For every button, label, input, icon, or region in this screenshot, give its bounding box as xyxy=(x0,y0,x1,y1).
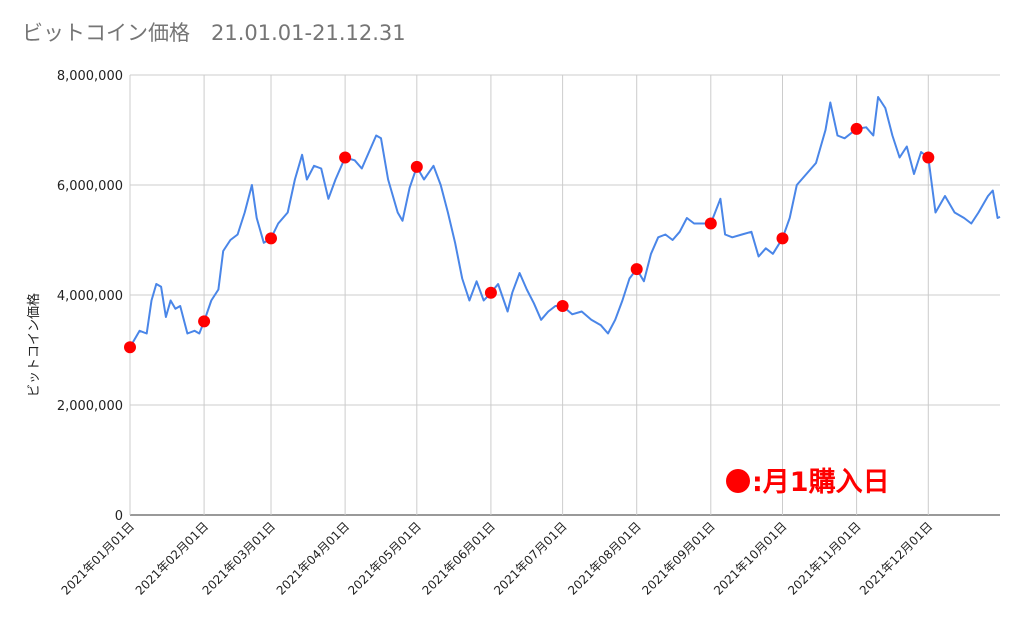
x-tick-label: 2021年09月01日 xyxy=(639,519,718,598)
y-tick-label: 8,000,000 xyxy=(57,69,123,84)
x-tick-label: 2021年11月01日 xyxy=(785,519,864,598)
y-axis-title: ビットコイン価格 xyxy=(26,293,42,397)
buy-point xyxy=(484,286,497,299)
buy-point xyxy=(410,160,423,173)
buy-point xyxy=(265,232,278,245)
x-tick-label: 2021年08月01日 xyxy=(565,519,644,598)
y-tick-label: 6,000,000 xyxy=(57,179,123,194)
x-tick-label: 2021年03月01日 xyxy=(200,519,279,598)
buy-point xyxy=(124,341,136,354)
x-tick-label: 2021年12月01日 xyxy=(857,519,936,598)
x-tick-label: 2021年04月01日 xyxy=(274,519,353,598)
buy-point xyxy=(556,300,569,312)
x-tick-label: 2021年05月01日 xyxy=(345,519,424,598)
buy-point xyxy=(704,217,717,230)
x-tick-label: 2021年06月01日 xyxy=(419,519,498,598)
y-tick-label: 0 xyxy=(115,509,123,524)
buy-point xyxy=(198,315,211,328)
buy-point xyxy=(850,122,863,135)
legend-marker xyxy=(726,469,750,493)
x-tick-label: 2021年01月01日 xyxy=(59,519,138,598)
legend-label: :月1購入日 xyxy=(752,467,890,498)
chart-title: ビットコイン価格 21.01.01-21.12.31 xyxy=(22,21,406,45)
x-tick-label: 2021年10月01日 xyxy=(711,519,790,598)
y-tick-label: 4,000,000 xyxy=(57,289,123,304)
x-tick-label: 2021年07月01日 xyxy=(491,519,570,598)
buy-point xyxy=(630,263,643,276)
x-tick-label: 2021年02月01日 xyxy=(133,519,212,598)
buy-point xyxy=(339,151,352,164)
buy-point xyxy=(776,232,789,245)
buy-point xyxy=(922,151,935,164)
y-tick-label: 2,000,000 xyxy=(57,399,123,414)
